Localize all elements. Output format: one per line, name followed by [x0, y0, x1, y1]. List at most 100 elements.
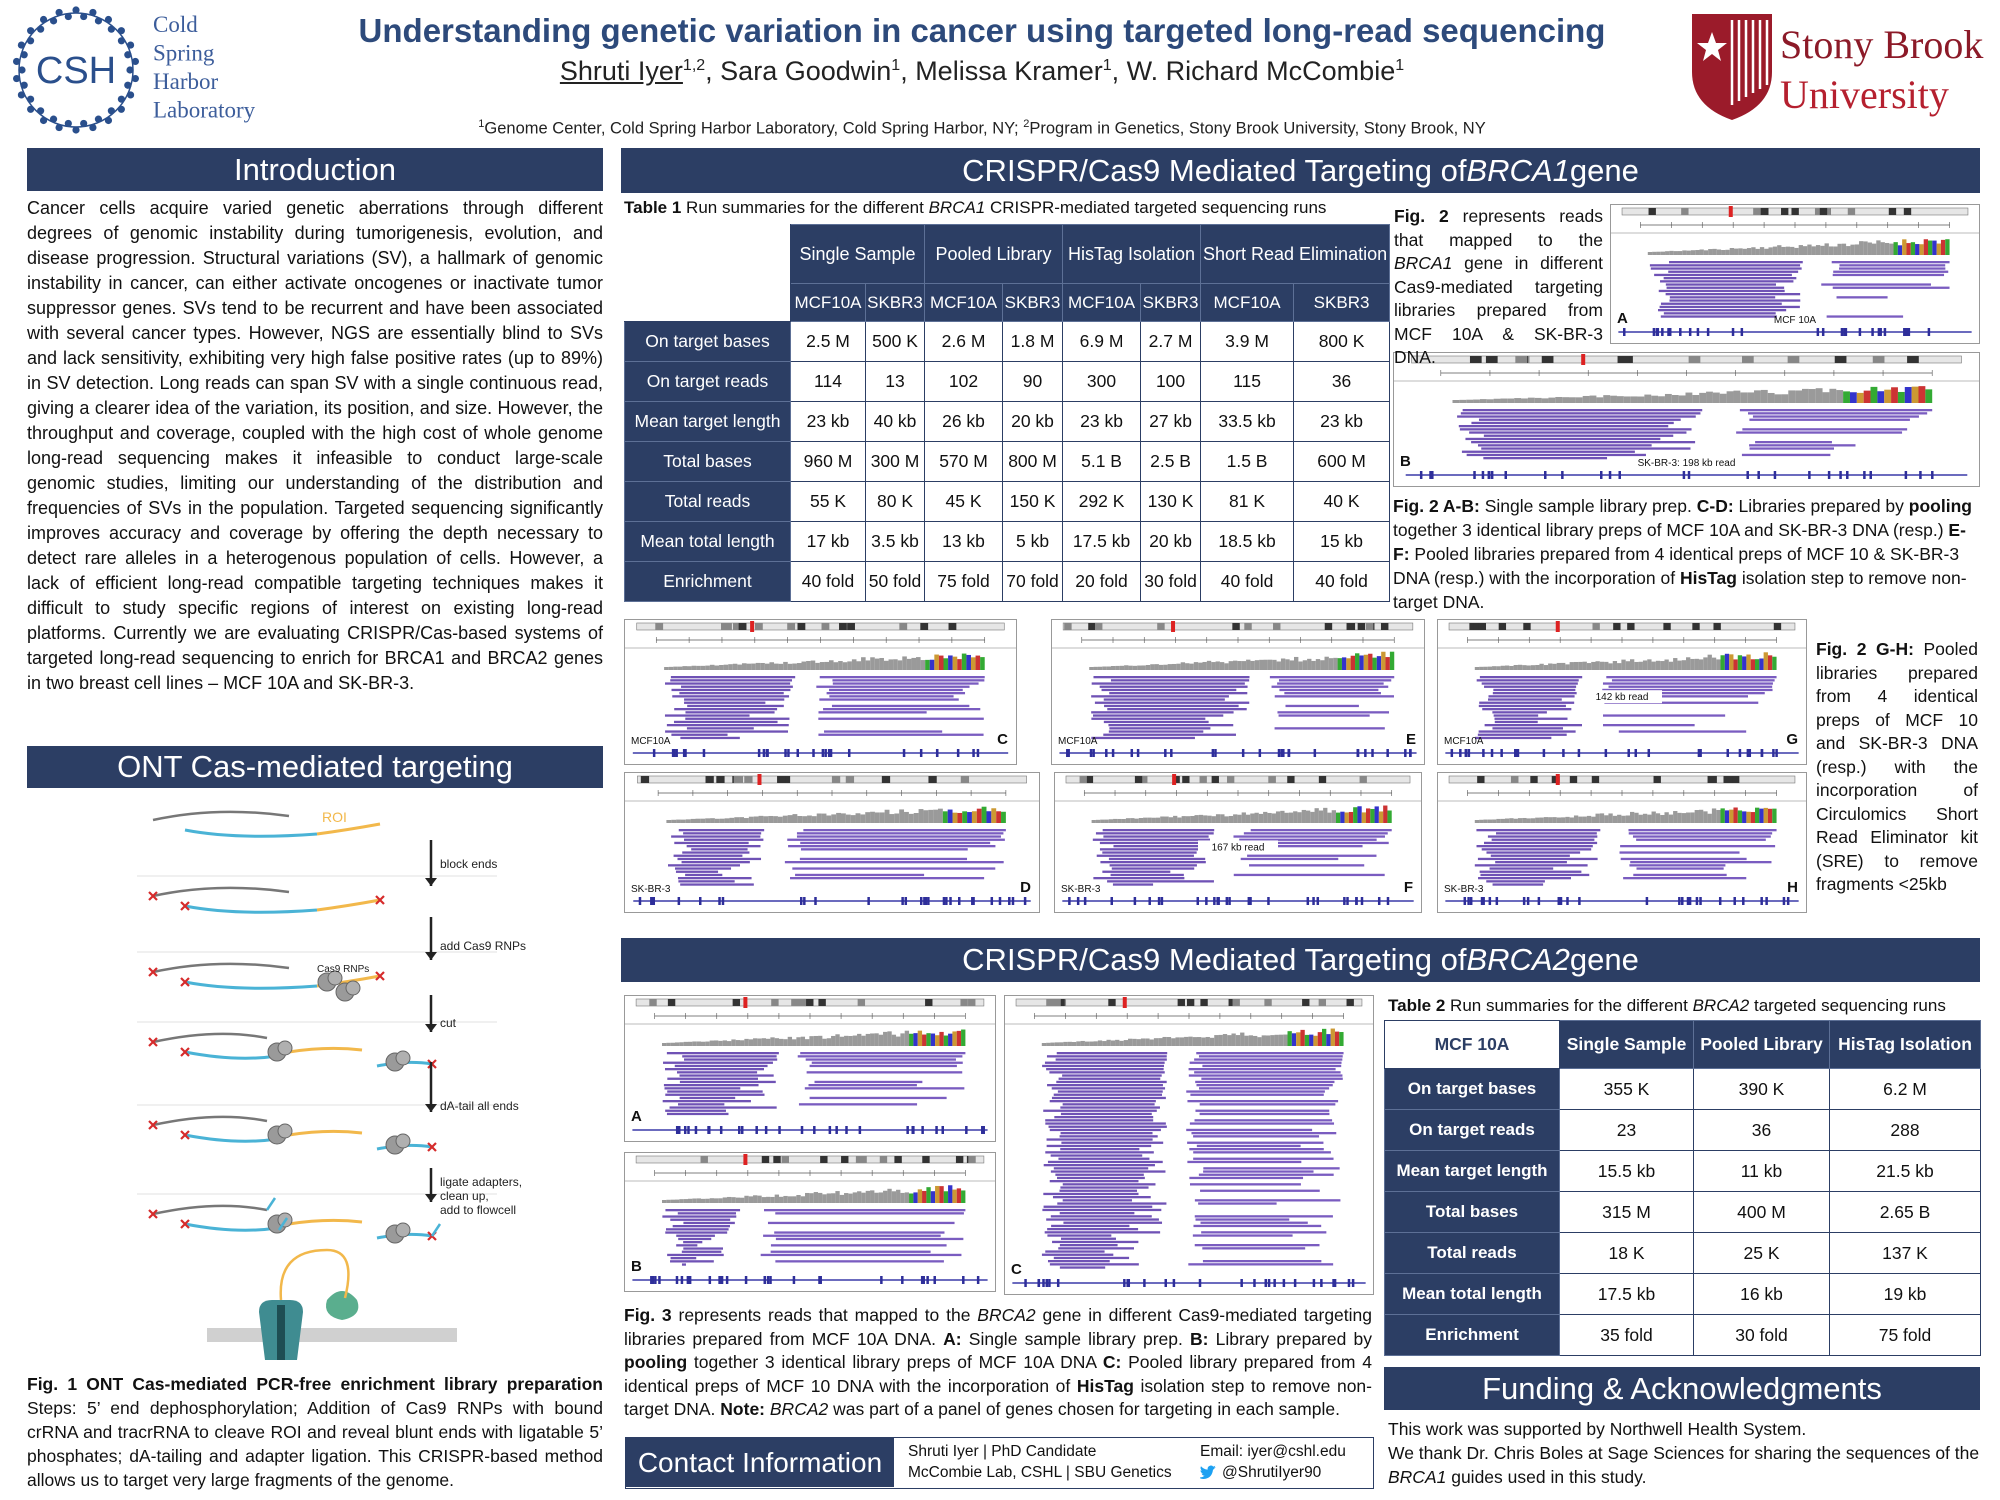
coverage-bar [1387, 810, 1392, 823]
table-cell: SKBR3 [1140, 283, 1202, 322]
ideogram-marker [1172, 774, 1177, 785]
text-run: BRCA2 [1466, 942, 1570, 977]
exon [1840, 328, 1844, 336]
text-run: isolation step to remove non-target DNA. [624, 1375, 1372, 1420]
coverage-bar [1808, 389, 1816, 403]
exon [799, 897, 803, 905]
ideogram-band [1760, 208, 1768, 215]
note-bg [1198, 840, 1278, 854]
helix-dot [124, 51, 132, 59]
exon [845, 1126, 848, 1134]
igv-read [1660, 315, 1777, 318]
table-cell: 17.5 kb [1559, 1273, 1694, 1315]
coverage-bar [913, 1192, 918, 1203]
coverage-bar [1091, 820, 1096, 823]
table-cell: 2.6 M [924, 321, 1004, 362]
coverage-bar [911, 657, 917, 670]
coverage-bar [1149, 1039, 1154, 1046]
ideogram-band [818, 999, 826, 1006]
igv-read [673, 854, 743, 857]
table-cell [624, 224, 791, 322]
affiliation-number: 2 [1023, 118, 1030, 130]
coverage-bar [1381, 651, 1386, 670]
table-row: Enrichment 40 fold 50 fold 75 fold 70 fold 20… [624, 561, 1391, 602]
ideogram-band [806, 999, 814, 1006]
coverage-bar [952, 1031, 957, 1046]
igv-read [784, 861, 1004, 864]
igv-panel: E MCF10A [1051, 619, 1425, 765]
ideogram-band [1177, 999, 1185, 1006]
igv-read [680, 736, 740, 740]
coverage-bar [938, 655, 944, 670]
igv-read [665, 1209, 741, 1212]
coverage-bar [1297, 812, 1302, 823]
coverage-bar [1181, 816, 1186, 823]
coverage-bar [922, 1190, 927, 1203]
coverage-bar [1621, 659, 1626, 670]
coverage-bar [824, 661, 829, 670]
igv-read [1611, 679, 1775, 682]
exon [1467, 897, 1470, 905]
coverage-bar [1541, 398, 1549, 403]
igv-read [787, 838, 1005, 841]
exon [1264, 1279, 1268, 1287]
ideogram-band [922, 1156, 930, 1163]
coverage-bar [1548, 663, 1553, 670]
igv-read [1050, 1154, 1143, 1157]
text-run: Fig. 1 ONT Cas-mediated PCR-free enrichm… [27, 1374, 603, 1394]
coverage-bar [981, 806, 987, 823]
exon [675, 749, 678, 757]
igv-read [683, 832, 762, 835]
igv-read [1195, 1218, 1290, 1221]
coverage-bar [1302, 660, 1308, 670]
exon [675, 1126, 679, 1134]
igv-read [1660, 280, 1794, 283]
coverage-bar [1543, 665, 1549, 670]
coverage-bar [928, 809, 934, 823]
exon [1371, 749, 1374, 757]
igv-read [1193, 1157, 1334, 1160]
coverage-bar [861, 657, 866, 670]
coverage-bar [991, 808, 997, 823]
figure-caption: Fig. 3 represents reads that mapped to t… [624, 1304, 1372, 1422]
ideogram-band [1511, 776, 1519, 783]
coverage-bar [1686, 812, 1691, 823]
ideogram-band [1108, 999, 1116, 1006]
igv-read [1274, 695, 1394, 698]
step-arrow-head [425, 1104, 437, 1112]
coverage-bar [980, 657, 985, 670]
igv-read [1484, 841, 1598, 845]
exon [1808, 471, 1811, 479]
table-cell: 20 fold [1062, 561, 1142, 602]
igv-read [1201, 1231, 1327, 1234]
igv-read [1748, 412, 1928, 415]
igv-panel: F SK-BR-3 167 kb read [1054, 772, 1422, 913]
coverage-bar [1305, 810, 1311, 823]
coverage-bar [1575, 397, 1583, 403]
author-affiliation: 1,2 [682, 57, 706, 74]
igv-read [1113, 845, 1205, 848]
author-affiliation: 1 [1102, 57, 1112, 74]
table-cell: 3.5 kb [864, 521, 926, 562]
coverage-bar [1801, 388, 1809, 403]
text-run: was part of a panel of genes chosen for … [828, 1399, 1340, 1419]
helix-dot [94, 17, 103, 25]
table-cell: 400 M [1693, 1191, 1830, 1233]
coverage-bar [743, 818, 749, 823]
igv-panel: H SK-BR-3 [1437, 772, 1807, 913]
coverage-bar [1833, 246, 1838, 255]
exon [1514, 749, 1517, 757]
coverage-bar [1294, 656, 1299, 670]
contact-line: Shruti Iyer | PhD Candidate [908, 1443, 1097, 1460]
roi-strand [288, 1129, 363, 1137]
coverage-bar [696, 665, 701, 670]
ideogram-band [1551, 776, 1560, 783]
igv-read [1189, 1148, 1324, 1151]
exon [1655, 328, 1659, 336]
coverage-bar [1265, 1035, 1271, 1046]
table-row: On target bases 2.5 M 500 K 2.6 M 1.8 M 6.9 M… [624, 321, 1391, 362]
coverage-bar [1097, 1040, 1103, 1046]
coverage-bar [961, 1190, 966, 1203]
igv-read [1107, 708, 1247, 711]
exon [1495, 897, 1499, 905]
